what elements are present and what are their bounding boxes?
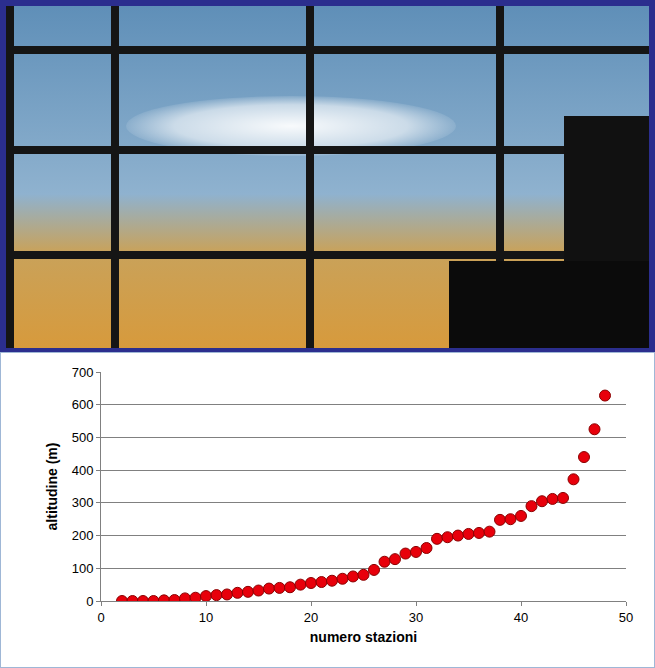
- svg-text:400: 400: [72, 463, 94, 478]
- svg-text:300: 300: [72, 495, 94, 510]
- svg-text:50: 50: [619, 610, 633, 625]
- svg-text:10: 10: [199, 610, 213, 625]
- svg-text:100: 100: [72, 561, 94, 576]
- svg-text:500: 500: [72, 430, 94, 445]
- svg-text:0: 0: [86, 594, 93, 609]
- svg-text:20: 20: [304, 610, 318, 625]
- svg-text:30: 30: [409, 610, 423, 625]
- svg-text:0: 0: [97, 610, 104, 625]
- svg-text:200: 200: [72, 528, 94, 543]
- svg-text:numero stazioni: numero stazioni: [310, 629, 417, 645]
- svg-text:600: 600: [72, 397, 94, 412]
- svg-text:altitudine (m): altitudine (m): [44, 443, 60, 531]
- svg-text:40: 40: [514, 610, 528, 625]
- svg-text:700: 700: [72, 365, 94, 380]
